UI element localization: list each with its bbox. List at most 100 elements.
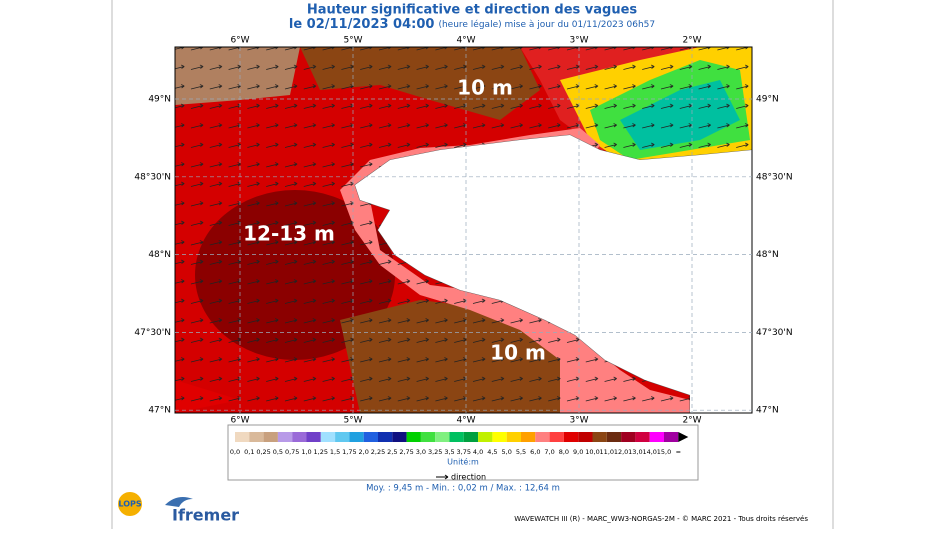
unit: Unité:m [447,457,479,467]
ticks: 6°W 6°W 5°W 5°W 4°W 4°W 3°W 3°W 2°W 2°W 49°N 49°N 48… [134,36,792,426]
legend-label: 3,75 [457,448,471,456]
map-frame [174,46,753,414]
direction-arrowhead [444,474,449,480]
date: le 02/11/2023 04:00 [289,17,435,32]
legend-label: 11,0 [600,448,614,456]
lat-label: 48°N [148,250,171,260]
logo-lops-icon [118,492,142,516]
color-swatch [635,432,650,442]
legend-label: 0,75 [285,448,299,456]
title: Hauteur significative et direction des v… [307,3,638,18]
color-swatch [649,432,664,442]
legend-label: 5,5 [516,448,526,456]
stats: Moy. : 9,45 m - Min. : 0,02 m / Max. : 1… [366,484,560,494]
color-swatch [549,432,564,442]
color-swatch [535,432,550,442]
lon-label: 3°W [569,36,588,46]
legend-label: 4,0 [473,448,483,456]
lon-label: 4°W [456,36,475,46]
lat-label: 47°30'N [756,328,793,338]
legend-label: = [676,448,681,456]
color-swatch [249,432,264,442]
lon-label: 6°W [230,36,249,46]
legend-label: 14,0 [642,448,656,456]
legend-label: 5,0 [502,448,512,456]
logo-lops: LOPS [118,500,141,509]
legend-label: 2,75 [399,448,413,456]
legend-label: 8,0 [559,448,569,456]
update: (heure légale) mise à jour du 01/11/2023… [438,19,655,30]
lat-label: 49°N [148,95,171,105]
map [175,47,752,413]
legend-label: 12,0 [614,448,628,456]
color-swatch [478,432,493,442]
color-swatch [506,432,521,442]
lat-label: 47°N [756,406,779,416]
lon-label: 2°W [682,36,701,46]
color-arrow [678,432,689,442]
color-swatch [320,432,336,442]
legend-label: 13,0 [628,448,642,456]
legend-label: 3,5 [444,448,454,456]
color-swatch [335,432,350,442]
color-swatch [349,432,364,442]
lat-label: 47°N [148,406,171,416]
lon-label: 5°W [343,36,362,46]
subtitle: le 02/11/2023 04:00 (heure légale) mise à… [289,17,655,32]
color-swatch [277,432,293,442]
legend-label: 2,25 [371,448,385,456]
legend-label: 1,0 [301,448,311,456]
legend-label: 2,5 [387,448,397,456]
lon-label: 5°W [343,416,362,426]
color-swatch [406,432,421,442]
color-swatch [463,432,479,442]
annotation: 10 m [457,76,513,100]
color-swatch [292,432,307,442]
color-swatch [263,432,278,442]
legend-label: 0,1 [244,448,254,456]
legend-label: 2,0 [359,448,369,456]
color-swatch [606,432,622,442]
color-swatch [664,432,679,442]
color-swatch [521,432,536,442]
logo-ifremer-icon [165,497,193,507]
legend-label: 0,25 [256,448,270,456]
credits: WAVEWATCH III (R) - MARC_WW3-NORGAS-2M -… [514,515,808,523]
logo-ifremer: Ifremer [172,506,239,525]
color-swatch [492,432,507,442]
color-swatch [378,432,393,442]
color-swatch [235,432,250,442]
annotation: 12-13 m [243,222,335,246]
color-swatch [392,432,407,442]
legend-label: 10,0 [585,448,599,456]
color-swatch [363,432,378,442]
lat-label: 47°30'N [134,328,171,338]
legend-label: 0,5 [273,448,283,456]
color-swatch [449,432,464,442]
legend-label: 15,0 [657,448,671,456]
annotation: 10 m [490,341,546,365]
lat-label: 48°N [756,250,779,260]
legend-label: 3,0 [416,448,426,456]
color-swatch [592,432,607,442]
legend-label: 0,0 [230,448,240,456]
legend-label: 9,0 [573,448,583,456]
lon-label: 3°W [569,416,588,426]
land [355,135,752,413]
lat-label: 49°N [756,95,779,105]
color-swatch [420,432,436,442]
direction: direction [451,473,486,482]
color-swatch [621,432,636,442]
color-swatch [578,432,593,442]
color-swatch [563,432,579,442]
legend-label: 3,25 [428,448,442,456]
color-swatch [435,432,450,442]
legend-label: 4,5 [487,448,497,456]
legend-label: 7,0 [544,448,554,456]
lon-label: 4°W [456,416,475,426]
legend-label: 1,5 [330,448,340,456]
lat-label: 48°30'N [134,172,171,182]
lon-label: 2°W [682,416,701,426]
